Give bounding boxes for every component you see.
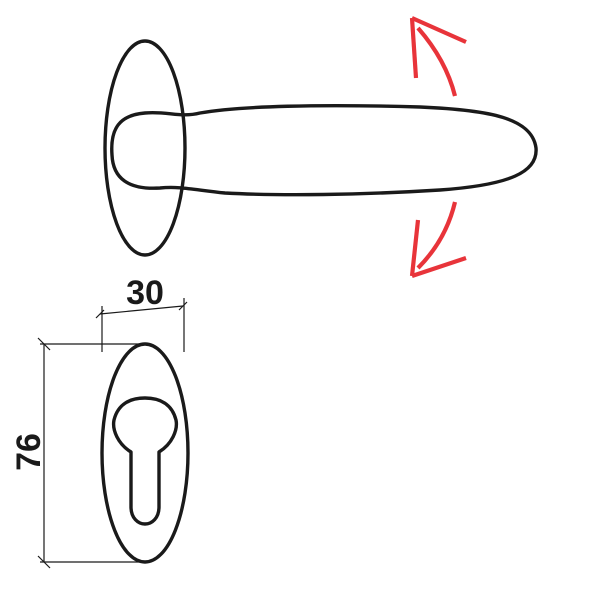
handle-lever [110,103,538,197]
width-dimension-label: 30 [126,274,164,312]
rotate-up-arrow-icon [409,16,467,97]
height-dimension-label: 76 [10,433,48,471]
height-dimension: 76 [10,337,145,569]
handle-assembly [103,39,538,257]
handle-rosette [103,39,187,257]
rotation-arrows [409,16,467,278]
key-escutcheon [100,342,190,564]
keyhole-icon [111,396,179,526]
escutcheon-plate [100,342,190,564]
rotate-down-arrow-icon [409,201,467,278]
width-dimension: 30 [95,274,188,352]
